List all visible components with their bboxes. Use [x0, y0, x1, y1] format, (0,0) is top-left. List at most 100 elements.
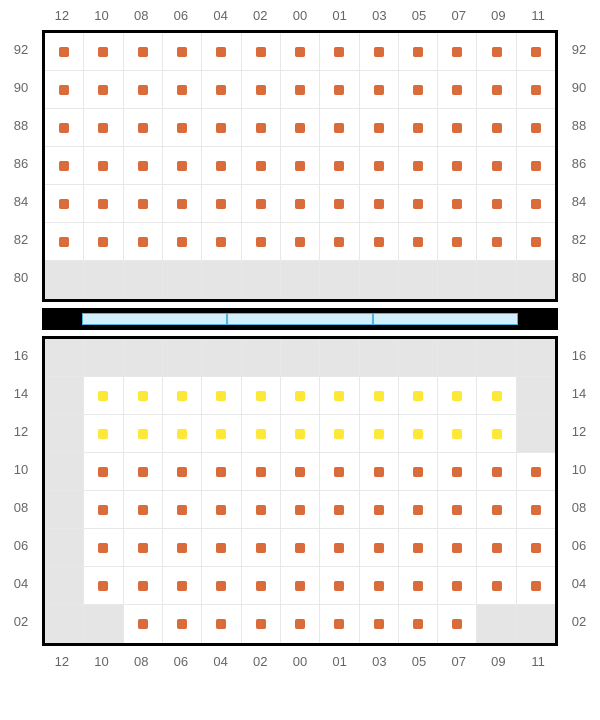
seat-cell[interactable]: [242, 453, 281, 491]
seat-cell[interactable]: [517, 185, 555, 223]
seat-cell[interactable]: [320, 415, 359, 453]
seat-cell[interactable]: [281, 415, 320, 453]
seat-cell[interactable]: [320, 529, 359, 567]
seat-cell[interactable]: [399, 567, 438, 605]
seat-cell[interactable]: [84, 147, 123, 185]
seat-cell[interactable]: [281, 185, 320, 223]
seat-cell[interactable]: [84, 491, 123, 529]
seat-cell[interactable]: [320, 147, 359, 185]
seat-cell[interactable]: [477, 71, 516, 109]
seat-cell[interactable]: [320, 71, 359, 109]
seat-cell[interactable]: [124, 147, 163, 185]
seat-cell[interactable]: [84, 567, 123, 605]
seat-cell[interactable]: [477, 567, 516, 605]
seat-cell[interactable]: [399, 415, 438, 453]
seat-cell[interactable]: [202, 185, 241, 223]
seat-cell[interactable]: [163, 71, 202, 109]
seat-cell[interactable]: [438, 529, 477, 567]
seat-cell[interactable]: [477, 415, 516, 453]
seat-cell[interactable]: [202, 491, 241, 529]
seat-cell[interactable]: [320, 377, 359, 415]
seat-cell[interactable]: [124, 491, 163, 529]
seat-cell[interactable]: [242, 415, 281, 453]
seat-cell[interactable]: [124, 377, 163, 415]
seat-cell[interactable]: [399, 109, 438, 147]
seat-cell[interactable]: [242, 491, 281, 529]
seat-cell[interactable]: [360, 71, 399, 109]
seat-cell[interactable]: [84, 377, 123, 415]
seat-cell[interactable]: [438, 33, 477, 71]
seat-cell[interactable]: [45, 33, 84, 71]
seat-cell[interactable]: [517, 491, 555, 529]
seat-cell[interactable]: [124, 33, 163, 71]
seat-cell[interactable]: [360, 567, 399, 605]
seat-cell[interactable]: [477, 529, 516, 567]
seat-cell[interactable]: [281, 147, 320, 185]
seat-cell[interactable]: [360, 147, 399, 185]
seat-cell[interactable]: [517, 109, 555, 147]
seat-cell[interactable]: [202, 605, 241, 643]
seat-cell[interactable]: [202, 147, 241, 185]
seat-cell[interactable]: [281, 33, 320, 71]
seat-cell[interactable]: [202, 415, 241, 453]
seat-cell[interactable]: [281, 377, 320, 415]
seat-cell[interactable]: [438, 109, 477, 147]
seat-cell[interactable]: [320, 223, 359, 261]
seat-cell[interactable]: [477, 185, 516, 223]
seat-cell[interactable]: [163, 567, 202, 605]
seat-cell[interactable]: [84, 33, 123, 71]
seat-cell[interactable]: [517, 71, 555, 109]
seat-cell[interactable]: [202, 33, 241, 71]
seat-cell[interactable]: [242, 109, 281, 147]
seat-cell[interactable]: [202, 567, 241, 605]
seat-cell[interactable]: [438, 415, 477, 453]
seat-cell[interactable]: [320, 185, 359, 223]
seat-cell[interactable]: [517, 33, 555, 71]
seat-cell[interactable]: [124, 415, 163, 453]
seat-cell[interactable]: [163, 185, 202, 223]
seat-cell[interactable]: [477, 109, 516, 147]
seat-cell[interactable]: [84, 453, 123, 491]
seat-cell[interactable]: [320, 491, 359, 529]
seat-cell[interactable]: [517, 223, 555, 261]
seat-cell[interactable]: [84, 185, 123, 223]
seat-cell[interactable]: [320, 453, 359, 491]
seat-cell[interactable]: [242, 71, 281, 109]
seat-cell[interactable]: [477, 223, 516, 261]
seat-cell[interactable]: [202, 453, 241, 491]
seat-cell[interactable]: [517, 529, 555, 567]
seat-cell[interactable]: [399, 71, 438, 109]
seat-cell[interactable]: [399, 377, 438, 415]
seat-cell[interactable]: [242, 147, 281, 185]
seat-cell[interactable]: [281, 605, 320, 643]
seat-cell[interactable]: [124, 71, 163, 109]
seat-cell[interactable]: [163, 109, 202, 147]
seat-cell[interactable]: [477, 33, 516, 71]
seat-cell[interactable]: [399, 453, 438, 491]
seat-cell[interactable]: [281, 567, 320, 605]
seat-cell[interactable]: [84, 71, 123, 109]
seat-cell[interactable]: [84, 415, 123, 453]
seat-cell[interactable]: [399, 223, 438, 261]
seat-cell[interactable]: [202, 71, 241, 109]
seat-cell[interactable]: [84, 529, 123, 567]
seat-cell[interactable]: [45, 109, 84, 147]
seat-cell[interactable]: [360, 223, 399, 261]
seat-cell[interactable]: [163, 147, 202, 185]
seat-cell[interactable]: [320, 33, 359, 71]
seat-cell[interactable]: [124, 529, 163, 567]
seat-cell[interactable]: [163, 377, 202, 415]
seat-cell[interactable]: [399, 147, 438, 185]
seat-cell[interactable]: [438, 453, 477, 491]
seat-cell[interactable]: [438, 377, 477, 415]
seat-cell[interactable]: [320, 605, 359, 643]
seat-cell[interactable]: [281, 109, 320, 147]
seat-cell[interactable]: [242, 185, 281, 223]
seat-cell[interactable]: [399, 185, 438, 223]
seat-cell[interactable]: [45, 71, 84, 109]
seat-cell[interactable]: [360, 529, 399, 567]
seat-cell[interactable]: [399, 491, 438, 529]
seat-cell[interactable]: [124, 185, 163, 223]
seat-cell[interactable]: [320, 109, 359, 147]
seat-cell[interactable]: [281, 491, 320, 529]
